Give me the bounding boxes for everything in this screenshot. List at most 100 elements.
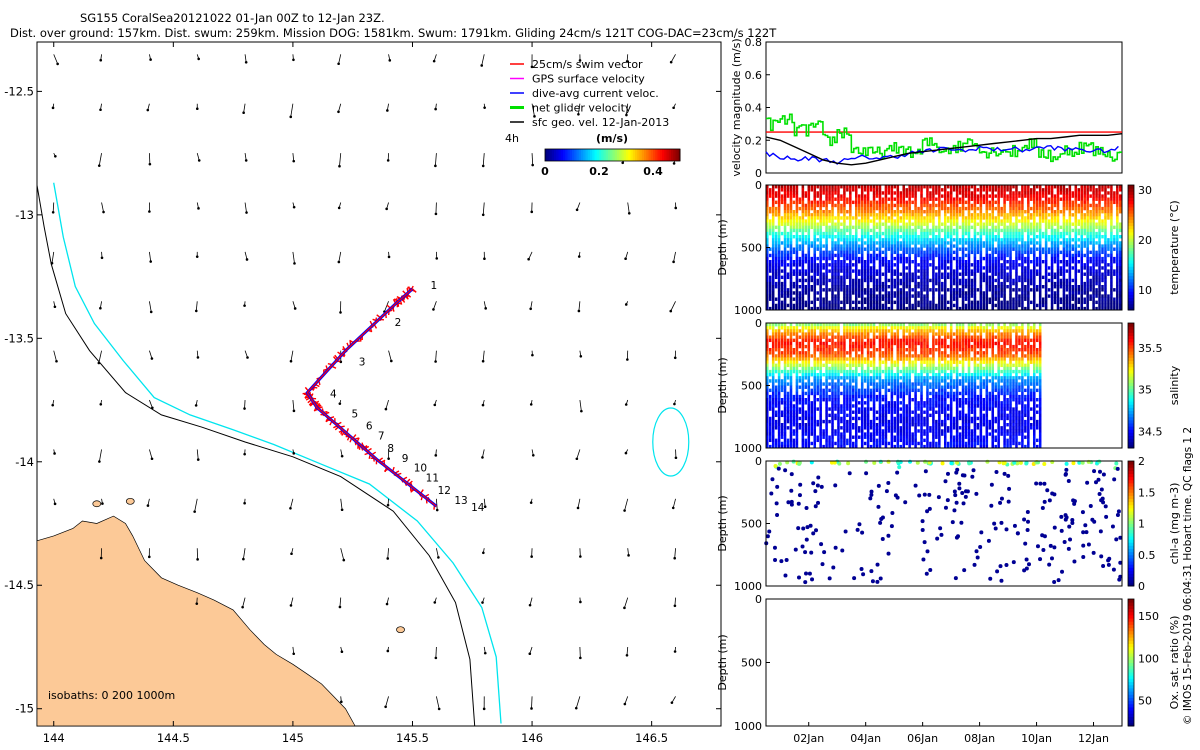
profile-cell [920, 256, 923, 261]
profile-cell [1062, 210, 1066, 214]
profile-cell [1006, 185, 1009, 189]
geo-arrow [290, 350, 294, 362]
profile-cell [923, 300, 926, 305]
profile-cell [789, 303, 793, 308]
profile-cell [795, 231, 799, 236]
profile-cell [789, 219, 793, 223]
profile-cell [893, 203, 897, 208]
profile-cell [774, 266, 778, 270]
profile-cell [899, 200, 903, 205]
profile-cell [849, 244, 852, 248]
geo-arrow-head [289, 506, 292, 510]
profile-cell [849, 303, 852, 308]
profile-cell [1098, 266, 1101, 270]
profile-cell [766, 213, 769, 217]
profile-cell [899, 247, 903, 251]
profile-cell [831, 225, 834, 230]
profile-cell [991, 306, 994, 311]
profile-cell [935, 210, 938, 214]
profile-cell [1116, 294, 1119, 298]
profile-cell [1006, 235, 1009, 239]
profile-cell [899, 191, 903, 195]
profile-cell [1044, 294, 1048, 298]
profile-cell [792, 250, 796, 255]
profile-cell [902, 197, 905, 201]
profile-cell [932, 191, 935, 195]
profile-cell [766, 247, 769, 251]
profile-cell [801, 206, 805, 211]
geo-arrow [244, 54, 247, 63]
profile-cell [852, 269, 855, 273]
profile-cell [768, 225, 772, 230]
geo-arrow [670, 301, 676, 312]
profile-cell [967, 269, 971, 273]
profile-cell [991, 222, 994, 226]
profile-cell [777, 341, 781, 346]
profile-cell [771, 231, 775, 236]
profile-cell [1098, 272, 1101, 276]
profile-cell [813, 260, 816, 264]
profile-cell [846, 253, 849, 258]
profile-cell [813, 247, 816, 251]
profile-cell [837, 263, 840, 267]
profile-cell [768, 194, 772, 198]
profile-cell [860, 285, 864, 289]
profile-cell [926, 191, 929, 195]
profile-cell [932, 219, 935, 223]
profile-cell [938, 235, 941, 239]
profile-cell [1006, 266, 1009, 270]
profile-cell [926, 200, 929, 205]
colorbar-cell [576, 149, 580, 161]
profile-cell [1077, 222, 1081, 226]
profile-cell [1027, 188, 1030, 192]
profile-cell [1053, 216, 1057, 220]
profile-cell [946, 200, 950, 205]
profile-cell [1027, 260, 1030, 264]
profile-cell [1056, 203, 1060, 208]
profile-cell [982, 213, 986, 217]
profile-cell [860, 281, 864, 286]
profile-cell [949, 272, 953, 276]
geo-arrow-head [433, 403, 437, 407]
profile-cell [964, 185, 968, 189]
profile-cell [1035, 235, 1039, 239]
profile-cell [1024, 216, 1027, 220]
profile-cell [872, 191, 876, 195]
profile-cell [866, 210, 870, 214]
profile-cell [964, 294, 968, 298]
profile-cell [807, 194, 811, 198]
geo-arrow-head [151, 406, 154, 410]
profile-cell [1074, 281, 1078, 286]
profile-cell [804, 210, 808, 214]
profile-cell [878, 213, 882, 217]
profile-cell [884, 275, 888, 280]
profile-cell [967, 306, 971, 311]
profile-cell [1038, 228, 1042, 233]
profile-cell [878, 256, 882, 261]
profile-cell [789, 294, 793, 298]
profile-cell [846, 197, 849, 201]
profile-cell [941, 300, 944, 305]
profile-cell [1068, 281, 1072, 286]
profile-cell [766, 244, 769, 248]
profile-cell [902, 266, 905, 270]
profile-cell [887, 188, 891, 192]
profile-cell [917, 206, 920, 211]
profile-cell [1012, 194, 1015, 198]
profile-cell [878, 197, 882, 201]
profile-cell [825, 250, 828, 255]
profile-cell [816, 256, 819, 261]
profile-cell [905, 225, 908, 230]
profile-cell [807, 269, 811, 273]
profile-cell [946, 210, 950, 214]
profile-cell [849, 297, 852, 301]
profile-cell [843, 291, 846, 295]
profile-cell [834, 253, 837, 258]
profile-cell [766, 410, 769, 414]
profile-cell [1104, 250, 1107, 255]
profile-cell [1080, 206, 1083, 211]
profile-cell [893, 291, 897, 295]
profile-cell [1021, 266, 1024, 270]
profile-cell [1009, 263, 1012, 267]
profile-cell [857, 244, 861, 248]
